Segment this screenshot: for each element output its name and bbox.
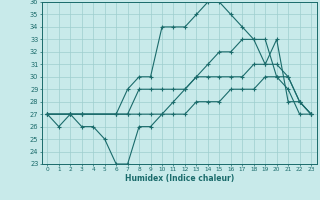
X-axis label: Humidex (Indice chaleur): Humidex (Indice chaleur) [124, 174, 234, 183]
